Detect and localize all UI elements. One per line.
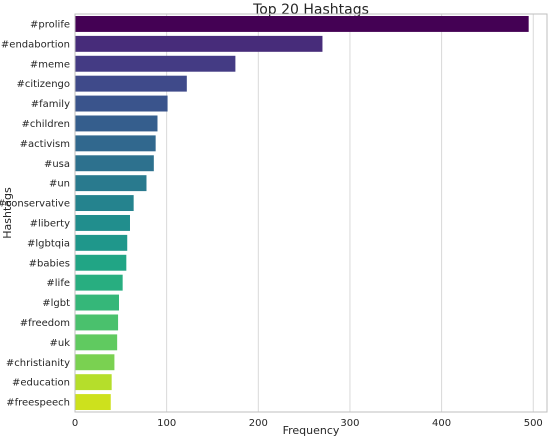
- category-label: #prolife: [30, 19, 70, 30]
- bar: [75, 314, 119, 331]
- category-label: #family: [31, 99, 70, 110]
- bar: [75, 135, 156, 152]
- x-axis-label: Frequency: [283, 424, 340, 437]
- bar: [75, 115, 158, 132]
- category-label: #freespeech: [6, 398, 70, 409]
- x-tick-labels: 0 100 200 300 400 500: [72, 418, 543, 429]
- bar: [75, 155, 154, 172]
- grid-layer: [74, 14, 534, 412]
- y-axis-label: Hashtags: [1, 187, 14, 239]
- bars-layer: [75, 15, 529, 411]
- bar: [75, 15, 529, 32]
- category-label: #freedom: [20, 318, 70, 329]
- bar: [75, 55, 236, 72]
- bar: [75, 374, 112, 391]
- category-label: #liberty: [30, 218, 70, 229]
- bar: [75, 274, 123, 291]
- bar: [75, 234, 128, 251]
- x-tick-label: 0: [72, 418, 78, 429]
- bar: [75, 394, 111, 411]
- plot-frame: [74, 13, 548, 413]
- category-label: #christianity: [6, 358, 70, 369]
- bar: [75, 195, 134, 212]
- category-label: #children: [21, 119, 70, 130]
- category-label: #un: [49, 179, 70, 190]
- category-labels: #prolife #endabortion #meme #citizengo #fami…: [0, 19, 70, 408]
- x-tick-label: 300: [340, 418, 359, 429]
- x-tick-label: 200: [249, 418, 268, 429]
- bar: [75, 294, 119, 311]
- bar: [75, 214, 130, 231]
- x-tick-label: 500: [524, 418, 543, 429]
- chart-title: Top 20 Hashtags: [252, 2, 369, 18]
- bar: [75, 95, 168, 112]
- category-label: #lgbtqia: [27, 238, 70, 249]
- bar: [75, 354, 115, 371]
- bar: [75, 35, 323, 52]
- bar: [75, 254, 127, 271]
- category-label: #endabortion: [1, 39, 70, 50]
- category-label: #education: [12, 378, 70, 389]
- x-tick-label: 400: [432, 418, 451, 429]
- bar: [75, 175, 147, 192]
- bar: [75, 75, 187, 92]
- category-label: #usa: [44, 159, 70, 170]
- category-label: #conservative: [0, 199, 70, 210]
- category-label: #babies: [29, 258, 70, 269]
- x-tick-label: 100: [157, 418, 176, 429]
- category-label: #lgbt: [42, 298, 70, 309]
- bar: [75, 334, 118, 351]
- category-label: #activism: [20, 139, 70, 150]
- category-label: #meme: [30, 59, 70, 70]
- category-label: #citizengo: [16, 79, 70, 90]
- category-label: #life: [46, 278, 70, 289]
- category-label: #uk: [49, 338, 70, 349]
